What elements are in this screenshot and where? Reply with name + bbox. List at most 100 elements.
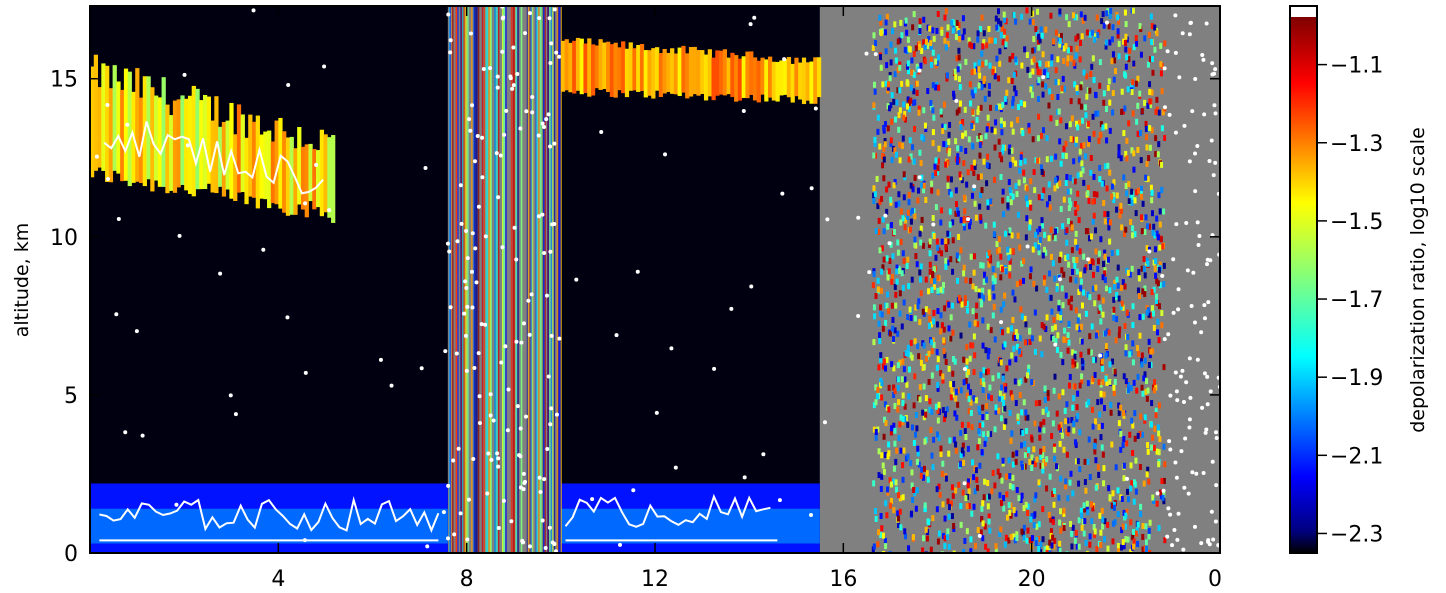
- noise-speck: [1008, 258, 1012, 265]
- noise-speck: [1139, 51, 1143, 58]
- noise-speck: [1092, 173, 1096, 180]
- noise-speck: [1119, 202, 1123, 209]
- streak: [467, 6, 469, 553]
- noise-speck: [916, 450, 920, 457]
- noise-speck: [1108, 378, 1112, 385]
- noise-speck: [975, 476, 979, 483]
- noise-dot: [1199, 330, 1204, 335]
- noise-speck: [934, 58, 938, 65]
- noise-speck: [895, 151, 899, 158]
- noise-speck: [1068, 197, 1072, 204]
- noise-dot: [465, 537, 470, 542]
- cirrus-cell: [312, 149, 317, 210]
- noise-speck: [1140, 108, 1144, 115]
- noise-speck: [1037, 39, 1041, 46]
- noise-speck: [1045, 286, 1049, 293]
- noise-speck: [1130, 188, 1134, 195]
- noise-dot: [530, 110, 535, 115]
- noise-speck: [976, 30, 980, 37]
- noise-speck: [1151, 494, 1155, 501]
- noise-dot: [470, 103, 475, 108]
- streak: [476, 6, 478, 553]
- noise-speck: [902, 299, 906, 306]
- noise-speck: [904, 17, 908, 24]
- noise-speck: [924, 196, 928, 203]
- noise-speck: [1004, 473, 1008, 480]
- noise-speck: [1022, 534, 1026, 541]
- noise-speck: [932, 114, 936, 121]
- noise-speck: [996, 8, 1000, 15]
- upper-cloud-cell: [786, 57, 792, 98]
- noise-speck: [1046, 390, 1050, 397]
- noise-speck: [1059, 475, 1063, 482]
- streak: [515, 6, 517, 553]
- noise-speck: [1129, 462, 1133, 469]
- noise-speck: [932, 35, 936, 42]
- noise-speck: [910, 482, 914, 489]
- noise-speck: [1110, 502, 1114, 509]
- noise-speck: [946, 528, 950, 535]
- noise-speck: [1085, 29, 1089, 36]
- noise-speck: [1085, 73, 1089, 80]
- noise-speck: [1010, 352, 1014, 359]
- noise-speck: [1136, 130, 1140, 137]
- noise-speck: [966, 307, 970, 314]
- noise-dot: [1161, 488, 1166, 493]
- streak: [457, 6, 459, 553]
- noise-speck: [993, 336, 997, 343]
- noise-speck: [1090, 233, 1094, 240]
- noise-speck: [1148, 223, 1152, 230]
- noise-speck: [884, 365, 888, 372]
- noise-speck: [1155, 96, 1159, 103]
- noise-speck: [1044, 325, 1048, 332]
- noise-speck: [879, 356, 883, 363]
- noise-speck: [899, 524, 903, 531]
- noise-speck: [1149, 184, 1153, 191]
- noise-dot: [470, 305, 475, 310]
- noise-speck: [878, 247, 882, 254]
- noise-speck: [1125, 137, 1129, 144]
- noise-speck: [1062, 145, 1066, 152]
- noise-dot: [1171, 257, 1176, 262]
- noise-speck: [1091, 375, 1095, 382]
- noise-speck: [886, 486, 890, 493]
- noise-speck: [880, 311, 884, 318]
- noise-speck: [946, 238, 950, 245]
- noise-speck: [1002, 495, 1006, 502]
- noise-speck: [1088, 474, 1092, 481]
- noise-speck: [937, 401, 941, 408]
- upper-cloud-cell: [775, 61, 780, 102]
- noise-speck: [909, 460, 913, 467]
- noise-speck: [1099, 121, 1103, 128]
- noise-speck: [918, 319, 922, 326]
- upper-cloud-cell: [726, 57, 731, 95]
- noise-dot: [1211, 173, 1216, 178]
- noise-speck: [976, 174, 980, 181]
- x-tick-label: 20: [1018, 567, 1046, 592]
- noise-speck: [902, 114, 906, 121]
- noise-speck: [902, 257, 906, 264]
- noise-speck: [931, 464, 935, 471]
- noise-speck: [1134, 488, 1138, 495]
- noise-speck: [1157, 192, 1161, 199]
- noise-speck: [964, 277, 968, 284]
- noise-speck: [1059, 160, 1063, 167]
- noise-speck: [926, 476, 930, 483]
- noise-speck: [1096, 464, 1100, 471]
- noise-speck: [920, 216, 924, 223]
- noise-speck: [1034, 157, 1038, 164]
- noise-speck: [1116, 543, 1120, 550]
- noise-speck: [877, 364, 881, 371]
- noise-dot: [486, 451, 491, 456]
- noise-dot: [962, 481, 967, 486]
- noise-speck: [1072, 60, 1076, 67]
- noise-speck: [972, 369, 976, 376]
- noise-speck: [947, 138, 951, 145]
- noise-speck: [1056, 313, 1060, 320]
- noise-speck: [942, 337, 946, 344]
- noise-speck: [978, 422, 982, 429]
- noise-speck: [994, 404, 998, 411]
- noise-speck: [1008, 272, 1012, 279]
- noise-speck: [998, 390, 1002, 397]
- noise-dot: [477, 421, 482, 426]
